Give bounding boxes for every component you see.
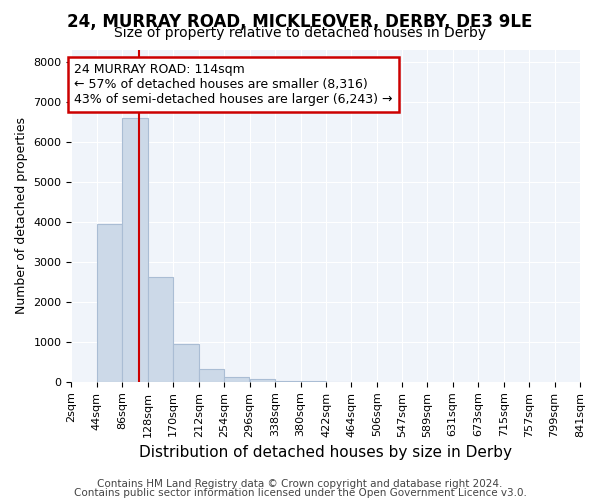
Bar bbox=[199, 368, 224, 382]
Bar bbox=[148, 277, 173, 382]
Text: 24, MURRAY ROAD, MICKLEOVER, DERBY, DE3 9LE: 24, MURRAY ROAD, MICKLEOVER, DERBY, DE3 … bbox=[67, 12, 533, 30]
Text: 24 MURRAY ROAD: 114sqm
← 57% of detached houses are smaller (8,316)
43% of semi-: 24 MURRAY ROAD: 114sqm ← 57% of detached… bbox=[74, 63, 393, 106]
Bar bbox=[275, 380, 301, 382]
Bar bbox=[301, 381, 326, 382]
Bar bbox=[97, 224, 122, 382]
Bar bbox=[224, 377, 250, 382]
X-axis label: Distribution of detached houses by size in Derby: Distribution of detached houses by size … bbox=[139, 445, 512, 460]
Bar bbox=[250, 380, 275, 382]
Bar bbox=[173, 344, 199, 382]
Text: Contains public sector information licensed under the Open Government Licence v3: Contains public sector information licen… bbox=[74, 488, 526, 498]
Text: Contains HM Land Registry data © Crown copyright and database right 2024.: Contains HM Land Registry data © Crown c… bbox=[97, 479, 503, 489]
Bar bbox=[122, 118, 148, 382]
Text: Size of property relative to detached houses in Derby: Size of property relative to detached ho… bbox=[114, 26, 486, 40]
Y-axis label: Number of detached properties: Number of detached properties bbox=[15, 118, 28, 314]
